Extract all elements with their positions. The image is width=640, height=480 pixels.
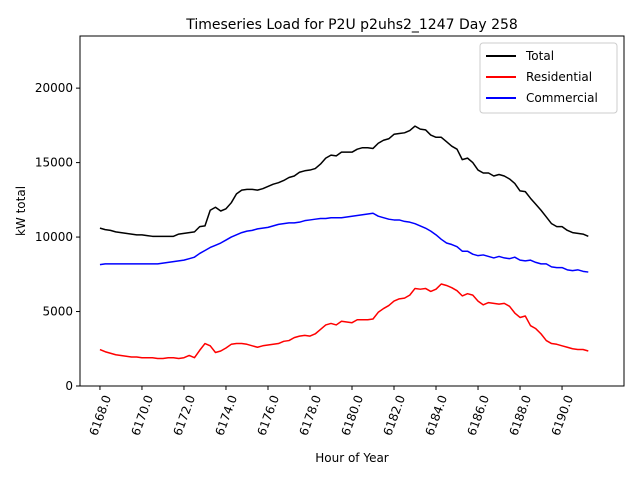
y-tick-label: 15000 bbox=[35, 156, 73, 170]
y-tick-label: 10000 bbox=[35, 230, 73, 244]
legend-label-commercial: Commercial bbox=[526, 91, 598, 105]
series-line-residential bbox=[99, 283, 589, 360]
x-axis-label: Hour of Year bbox=[315, 451, 389, 465]
y-tick-label: 20000 bbox=[35, 81, 73, 95]
legend: Total Residential Commercial bbox=[479, 42, 618, 114]
series-line-commercial bbox=[99, 212, 589, 273]
legend-label-residential: Residential bbox=[526, 70, 592, 84]
chart-title: Timeseries Load for P2U p2uhs2_1247 Day … bbox=[185, 17, 518, 33]
y-axis: 0 5000 10000 15000 20000 bbox=[35, 81, 80, 393]
legend-label-total: Total bbox=[525, 49, 554, 63]
series-layer bbox=[99, 125, 589, 360]
y-axis-label: kW total bbox=[14, 186, 28, 236]
legend-box bbox=[479, 42, 618, 114]
series-line-total bbox=[99, 125, 589, 238]
y-tick-label: 5000 bbox=[42, 305, 73, 319]
y-tick-label: 0 bbox=[65, 379, 73, 393]
